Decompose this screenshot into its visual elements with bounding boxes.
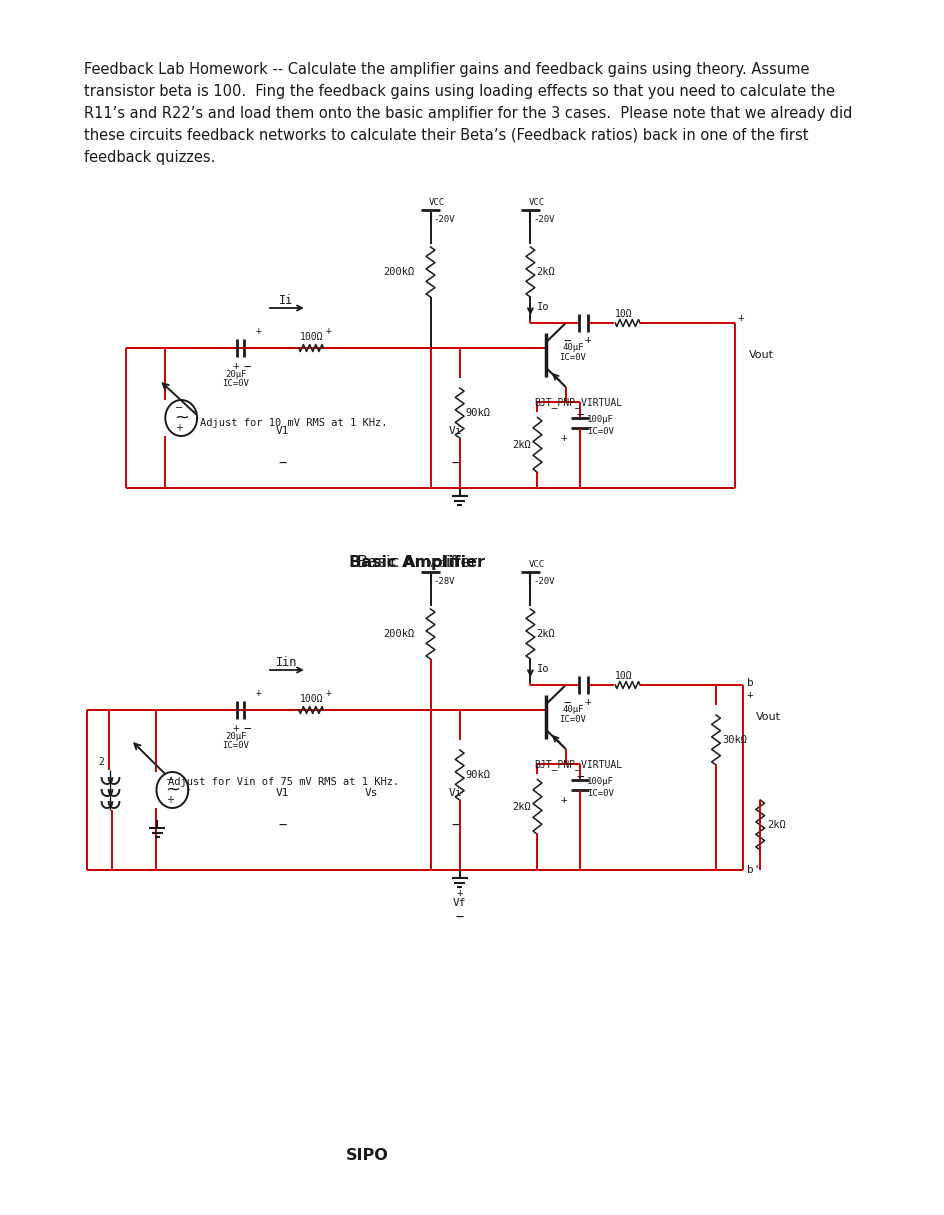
Text: BJT_PNP_VIRTUAL: BJT_PNP_VIRTUAL	[533, 397, 621, 408]
Text: -28V: -28V	[432, 577, 454, 586]
Text: Basic Amplifier: Basic Amplifier	[349, 555, 484, 570]
Text: Iin: Iin	[276, 656, 296, 669]
Text: b': b'	[746, 865, 760, 875]
Text: −: −	[244, 361, 251, 374]
Text: 100Ω: 100Ω	[299, 332, 323, 341]
Text: 2kΩ: 2kΩ	[536, 267, 555, 277]
Text: +: +	[255, 688, 261, 697]
Text: IC=0V: IC=0V	[586, 426, 614, 435]
Text: VCC: VCC	[429, 198, 445, 207]
Text: −: −	[576, 409, 583, 422]
Text: Adjust for 10 mV RMS at 1 KHz.: Adjust for 10 mV RMS at 1 KHz.	[199, 418, 387, 428]
Text: SIPO: SIPO	[346, 1148, 388, 1163]
Text: −: −	[564, 335, 571, 347]
Text: +: +	[175, 423, 182, 433]
Text: Vf: Vf	[452, 898, 466, 908]
Text: 2: 2	[98, 757, 105, 767]
Text: BJT_PNP_VIRTUAL: BJT_PNP_VIRTUAL	[533, 759, 621, 770]
Text: IC=0V: IC=0V	[223, 379, 249, 388]
Text: 2kΩ: 2kΩ	[536, 629, 555, 639]
Text: VCC: VCC	[528, 560, 544, 569]
Text: IC=0V: IC=0V	[559, 714, 585, 724]
Text: VCC: VCC	[528, 198, 544, 207]
Text: 100μF: 100μF	[586, 778, 614, 786]
Text: −: −	[450, 456, 459, 470]
Text: feedback quizzes.: feedback quizzes.	[84, 149, 215, 165]
Text: 2kΩ: 2kΩ	[513, 802, 531, 812]
Text: 40μF: 40μF	[562, 343, 583, 352]
Text: Io: Io	[536, 665, 548, 674]
Text: −: −	[576, 772, 583, 784]
Text: +: +	[560, 433, 566, 443]
Text: V1: V1	[276, 426, 289, 436]
Text: -20V: -20V	[532, 577, 554, 586]
Text: 90kΩ: 90kΩ	[465, 770, 490, 780]
Text: Ii: Ii	[279, 294, 294, 307]
Text: IC=0V: IC=0V	[559, 354, 585, 362]
Text: +: +	[326, 326, 331, 337]
Text: 2kΩ: 2kΩ	[513, 440, 531, 450]
Text: IC=0V: IC=0V	[223, 741, 249, 750]
Text: −: −	[278, 818, 287, 832]
Text: −: −	[165, 775, 174, 785]
Text: 100μF: 100μF	[586, 416, 614, 424]
Text: +: +	[326, 688, 331, 697]
Text: Adjust for Vin of 75 mV RMS at 1 KHz.: Adjust for Vin of 75 mV RMS at 1 KHz.	[168, 778, 398, 787]
Text: Feedback Lab Homework -- Calculate the amplifier gains and feedback gains using : Feedback Lab Homework -- Calculate the a…	[84, 62, 809, 77]
Text: -20V: -20V	[432, 215, 454, 224]
Text: +: +	[736, 313, 743, 323]
Text: Vout: Vout	[748, 350, 773, 360]
Text: 20μF: 20μF	[225, 731, 246, 741]
Text: −: −	[455, 910, 464, 923]
Text: 100Ω: 100Ω	[299, 694, 323, 703]
Text: −: −	[244, 723, 251, 736]
Text: Io: Io	[536, 303, 548, 312]
Text: Vs: Vs	[364, 789, 378, 798]
Text: +: +	[583, 335, 591, 345]
Text: 200kΩ: 200kΩ	[383, 629, 414, 639]
Text: transistor beta is 100.  Fing the feedback gains using loading effects so that y: transistor beta is 100. Fing the feedbac…	[84, 84, 834, 98]
Text: Vout: Vout	[755, 712, 780, 722]
Text: 200kΩ: 200kΩ	[383, 267, 414, 277]
Text: these circuits feedback networks to calculate their Beta’s (Feedback ratios) bac: these circuits feedback networks to calc…	[84, 128, 808, 143]
Text: -20V: -20V	[532, 215, 554, 224]
Text: 20μF: 20μF	[225, 371, 246, 379]
Text: 40μF: 40μF	[562, 705, 583, 714]
Text: −: −	[450, 818, 459, 832]
Text: ~: ~	[174, 409, 189, 426]
Text: V1: V1	[276, 789, 289, 798]
Text: +: +	[232, 723, 239, 733]
Text: Basic Amplifier: Basic Amplifier	[357, 555, 477, 570]
Text: +: +	[232, 361, 239, 371]
Text: VCC: VCC	[429, 560, 445, 569]
Text: 10Ω: 10Ω	[614, 309, 632, 320]
Text: ~: ~	[164, 781, 179, 799]
Text: +: +	[560, 795, 566, 806]
Text: +: +	[456, 888, 463, 898]
Text: Vi: Vi	[448, 426, 462, 436]
Text: +: +	[583, 697, 591, 707]
Text: 2kΩ: 2kΩ	[767, 820, 785, 830]
Text: +: +	[746, 690, 753, 700]
Text: +: +	[255, 326, 261, 337]
Text: +: +	[165, 795, 174, 806]
Text: 30kΩ: 30kΩ	[721, 735, 747, 745]
Text: −: −	[278, 456, 287, 470]
Text: 10Ω: 10Ω	[614, 671, 632, 680]
Text: −: −	[564, 697, 571, 710]
Text: Vi: Vi	[448, 789, 462, 798]
Text: IC=0V: IC=0V	[586, 789, 614, 797]
Text: b: b	[746, 678, 753, 688]
Text: 90kΩ: 90kΩ	[465, 408, 490, 418]
Text: −: −	[175, 403, 182, 413]
Text: R11’s and R22’s and load them onto the basic amplifier for the 3 cases.  Please : R11’s and R22’s and load them onto the b…	[84, 106, 851, 122]
